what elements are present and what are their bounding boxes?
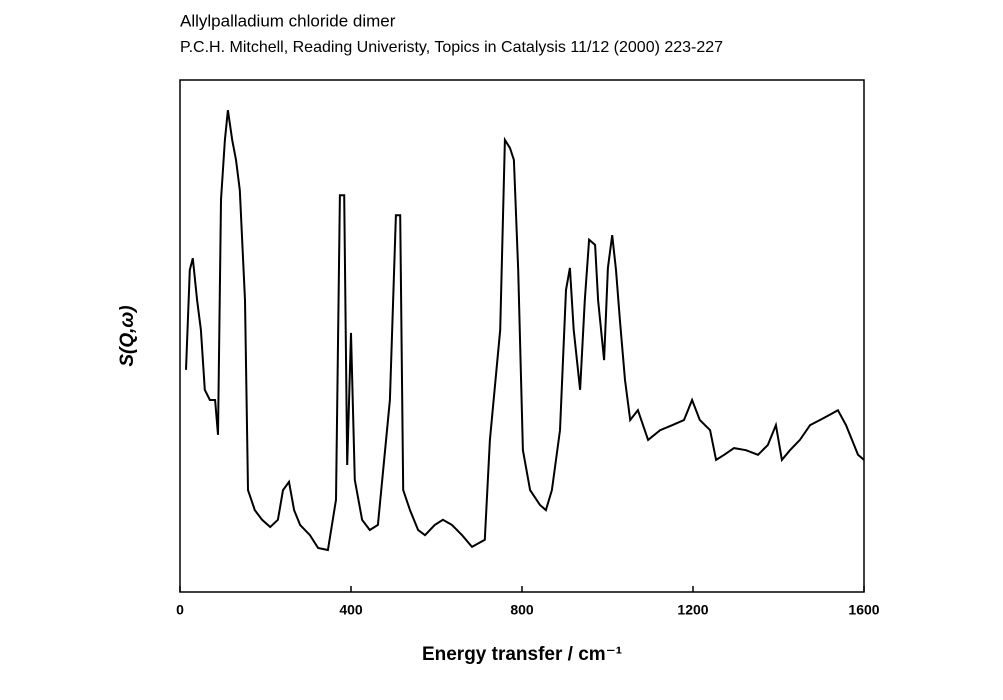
x-tick-label: 800 [510, 602, 534, 618]
chart-subtitle: P.C.H. Mitchell, Reading Univeristy, Top… [180, 39, 723, 56]
chart-title: Allylpalladium chloride dimer [180, 11, 396, 30]
x-tick-label: 400 [339, 602, 363, 618]
x-tick-label: 1600 [848, 602, 879, 618]
x-tick-label: 1200 [677, 602, 708, 618]
plot-frame [179, 79, 865, 593]
spectrum-line [185, 110, 865, 552]
x-tick-label: 0 [176, 602, 184, 618]
y-axis-label: S(Q,ω) [117, 305, 138, 366]
x-axis-label: Energy transfer / cm⁻¹ [422, 644, 622, 665]
